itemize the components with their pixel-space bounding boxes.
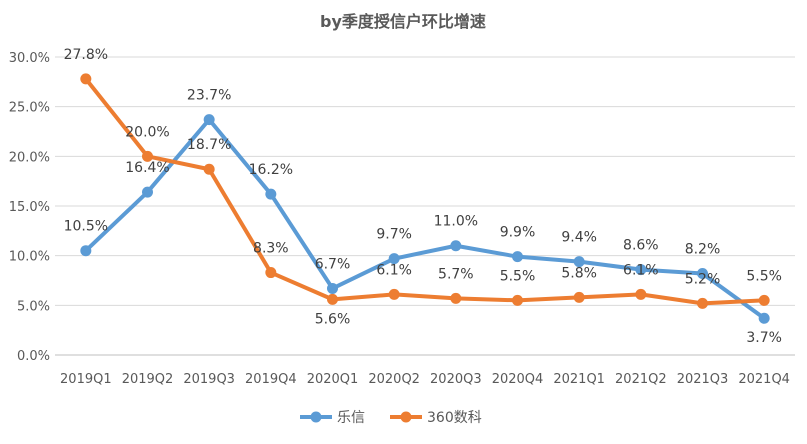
data-point (697, 297, 708, 309)
data-label: 10.5% (64, 219, 108, 235)
data-label: 9.9% (500, 225, 536, 241)
series-line-0 (84, 117, 766, 320)
data-label: 23.7% (187, 88, 231, 104)
chart-title: by季度授信户环比增速 (320, 12, 486, 31)
data-point (327, 282, 338, 294)
y-tick-label: 0.0% (17, 349, 50, 364)
data-label: 5.2% (685, 271, 721, 287)
data-point (635, 288, 647, 300)
data-point (512, 251, 523, 263)
x-tick-label: 2019Q1 (60, 372, 112, 387)
y-tick-label: 25.0% (9, 101, 50, 116)
data-point (142, 186, 153, 198)
x-tick-label: 2020Q4 (492, 372, 544, 387)
y-tick-label: 5.0% (17, 299, 50, 314)
legend-marker (400, 411, 412, 423)
data-label: 6.7% (315, 256, 351, 272)
data-point (388, 253, 400, 265)
data-label: 5.6% (315, 311, 351, 327)
legend-label: 乐信 (337, 410, 365, 426)
data-point (573, 291, 585, 303)
data-point (80, 245, 92, 257)
data-point (635, 264, 647, 276)
x-tick-label: 2020Q2 (368, 372, 420, 387)
data-label: 8.2% (685, 242, 721, 258)
data-label: 18.7% (187, 137, 231, 153)
data-label: 5.8% (561, 265, 597, 281)
y-tick-label: 10.0% (9, 250, 50, 265)
data-label: 9.7% (376, 227, 412, 243)
data-point (573, 256, 585, 268)
data-label: 8.6% (623, 238, 659, 254)
x-tick-label: 2021Q1 (553, 372, 605, 387)
y-tick-label: 15.0% (9, 200, 50, 215)
data-label: 27.8% (64, 47, 108, 63)
data-label: 16.4% (125, 160, 169, 176)
data-label: 5.5% (746, 268, 782, 284)
data-label: 9.4% (561, 230, 597, 246)
x-tick-label: 2019Q2 (122, 372, 174, 387)
x-tick-label: 2020Q1 (307, 372, 359, 387)
data-point (203, 163, 215, 175)
data-label: 16.2% (249, 162, 293, 178)
x-tick-label: 2020Q3 (430, 372, 482, 387)
x-tick-label: 2021Q3 (677, 372, 729, 387)
y-tick-label: 30.0% (9, 51, 50, 66)
data-label: 20.0% (125, 124, 169, 140)
data-label: 5.5% (500, 268, 536, 284)
y-tick-label: 20.0% (9, 150, 50, 165)
data-point (758, 294, 770, 306)
data-point (388, 288, 400, 300)
data-label: 3.7% (746, 330, 782, 346)
data-point (203, 114, 215, 126)
x-tick-label: 2019Q4 (245, 372, 297, 387)
data-point (142, 150, 153, 162)
data-point (265, 267, 277, 279)
data-point (697, 268, 708, 280)
x-tick-label: 2021Q4 (738, 372, 790, 387)
legend-marker (310, 411, 322, 423)
legend-label: 360数科 (427, 410, 482, 426)
data-point (327, 293, 338, 305)
data-point (758, 312, 770, 324)
data-label: 8.3% (253, 241, 289, 257)
x-tick-label: 2021Q2 (615, 372, 667, 387)
data-point (80, 73, 92, 85)
data-point (450, 292, 462, 304)
data-point (450, 240, 462, 252)
series-line-1 (84, 77, 765, 306)
data-label: 6.1% (623, 262, 659, 278)
x-tick-label: 2019Q3 (183, 372, 235, 387)
data-label: 5.7% (438, 266, 474, 282)
data-point (265, 188, 277, 200)
data-point (512, 294, 523, 306)
data-label: 11.0% (434, 214, 478, 230)
data-label: 6.1% (376, 262, 412, 278)
